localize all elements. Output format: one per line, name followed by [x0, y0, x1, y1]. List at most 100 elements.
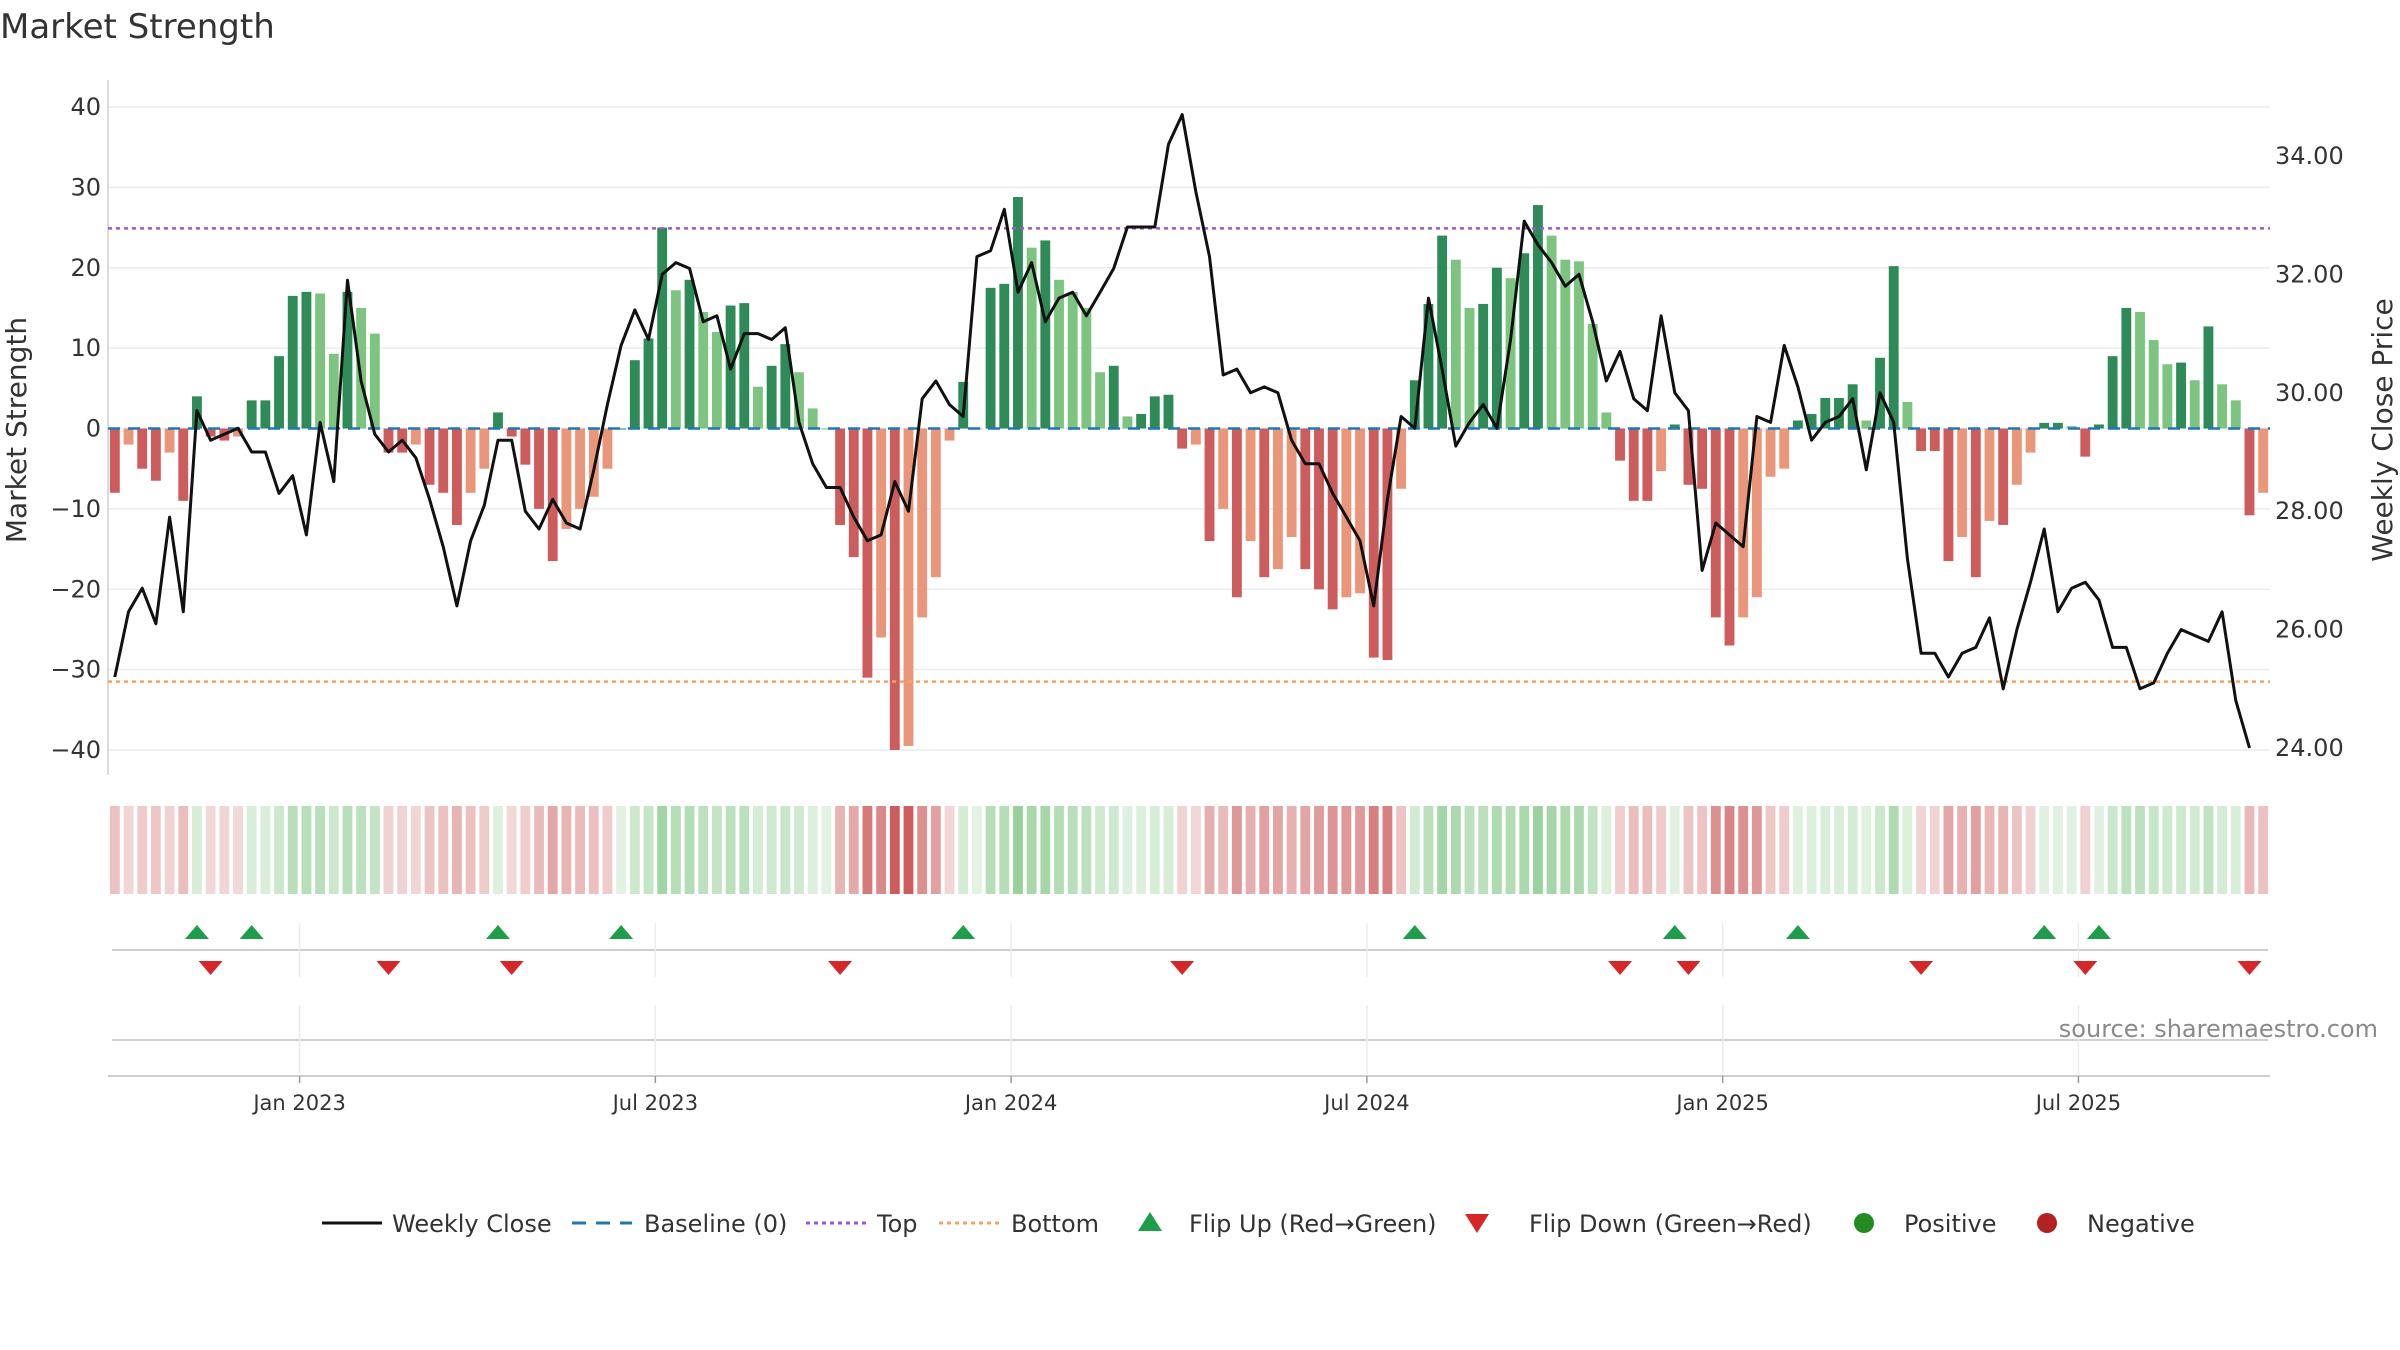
strength-bar [2217, 384, 2228, 429]
strength-bar [233, 428, 243, 437]
heat-cell [1368, 806, 1379, 894]
heat-cell [1546, 806, 1557, 894]
strength-bar [150, 428, 161, 481]
strength-bar [780, 344, 791, 429]
heat-cell [2121, 806, 2132, 894]
flip-down-marker [1909, 961, 1934, 975]
strength-bar [1067, 291, 1078, 429]
strength-bar [1560, 259, 1571, 429]
heat-cell [1300, 806, 1311, 894]
heat-cell [848, 806, 859, 894]
heat-cell [479, 806, 490, 894]
legend-weekly-close: Weekly Close [322, 1210, 552, 1238]
strength-bar [930, 428, 941, 578]
heat-cell [889, 806, 900, 894]
right-tick-label: 28.00 [2275, 497, 2344, 525]
strength-bar [1998, 428, 2009, 525]
negative-dot-icon [2037, 1213, 2057, 1233]
heat-cell [1204, 806, 1215, 894]
strength-bar [534, 428, 544, 509]
heat-cell [1710, 806, 1721, 894]
heat-cell [328, 806, 339, 894]
heat-cell [1902, 806, 1913, 894]
strength-bar [1984, 428, 1995, 521]
strength-bar [2148, 340, 2159, 429]
strength-bar [1642, 428, 1653, 501]
left-tick-label: −10 [50, 495, 101, 523]
chart-title: Market Strength [0, 7, 275, 47]
heat-cell [315, 806, 326, 894]
flip-up-markers [184, 925, 2111, 939]
heat-cell [588, 806, 599, 894]
strength-bar [1779, 428, 1790, 469]
strength-bar [848, 428, 859, 558]
strength-bar [1628, 428, 1639, 501]
heat-cell [1533, 806, 1543, 894]
heat-cell [917, 806, 928, 894]
strength-bar [274, 356, 284, 429]
heat-cell [1067, 806, 1078, 894]
heat-cell [753, 806, 763, 894]
svg-text:Baseline (0): Baseline (0) [644, 1210, 787, 1238]
strength-bar [1957, 428, 1968, 538]
heat-cell [1738, 806, 1749, 894]
right-tick-label: 32.00 [2275, 260, 2344, 288]
heat-cell [1054, 806, 1064, 894]
heat-cell [233, 806, 243, 894]
flip-up-marker [1402, 925, 1427, 939]
strength-bar [547, 428, 558, 562]
heat-cell [1656, 806, 1667, 894]
strength-bar [2258, 428, 2269, 493]
heat-cell [534, 806, 544, 894]
heat-cell [1327, 806, 1338, 894]
date-tick-label: Jul 2024 [1322, 1091, 1409, 1115]
heat-cell [1724, 806, 1735, 894]
flip-down-marker [1170, 961, 1195, 975]
flip-up-marker [2032, 925, 2057, 939]
flip-down-markers [198, 961, 2262, 975]
strength-bar [1491, 267, 1502, 429]
strength-bar [1656, 428, 1667, 472]
strength-bar [1929, 428, 1940, 452]
strength-bar [739, 303, 750, 429]
heat-cell [602, 806, 613, 894]
strength-bar [1574, 261, 1584, 429]
strength-bar [1601, 412, 1612, 429]
heat-cell [150, 806, 161, 894]
heat-cell [1888, 806, 1899, 894]
flip-down-marker [1608, 961, 1633, 975]
heat-cell [821, 806, 832, 894]
heat-cell [958, 806, 969, 894]
heat-cell [274, 806, 284, 894]
svg-text:Flip Down (Green→Red): Flip Down (Green→Red) [1529, 1210, 1812, 1238]
strength-bar [1314, 428, 1324, 590]
heat-cell [1861, 806, 1872, 894]
strength-bar [862, 428, 873, 678]
heat-cell [287, 806, 298, 894]
strength-bar [561, 428, 572, 529]
strength-bar [1820, 397, 1831, 429]
heat-cell [2080, 806, 2091, 894]
heat-cell [643, 806, 654, 894]
heat-cell [575, 806, 586, 894]
date-axis-ticks: Jan 2023 Jul 2023 Jan 2024 Jul 2024 Jan 2025… [251, 1076, 2121, 1115]
strength-bar [1300, 428, 1311, 570]
heat-cell [2025, 806, 2036, 894]
strength-bar [2162, 364, 2173, 429]
strength-bar [2176, 362, 2186, 429]
strength-bar [1231, 428, 1242, 598]
sign-dots-panel: source: sharemaestro.com [112, 1005, 2378, 1074]
date-tick-label: Jul 2025 [2034, 1091, 2121, 1115]
flip-down-marker [499, 961, 524, 975]
heat-cell [1847, 806, 1858, 894]
heat-cell [1013, 806, 1023, 894]
strength-bar [452, 428, 462, 525]
strength-bar [1724, 428, 1735, 646]
heat-cell [260, 806, 271, 894]
heat-cell [1792, 806, 1803, 894]
flip-down-marker [1676, 961, 1701, 975]
strength-bar [807, 408, 818, 429]
heat-cell [1245, 806, 1256, 894]
strength-bar [178, 428, 189, 501]
heat-cell [1450, 806, 1461, 894]
